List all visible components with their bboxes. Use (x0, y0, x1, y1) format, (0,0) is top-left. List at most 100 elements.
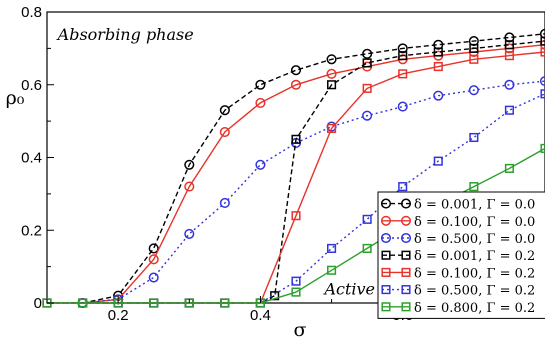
data-point (326, 54, 337, 65)
data-point (433, 47, 443, 57)
data-point (398, 182, 408, 192)
data-point (291, 211, 301, 221)
legend-label: δ = 0.500, Γ = 0.2 (414, 284, 535, 299)
data-point (398, 69, 408, 79)
legend-marker (401, 302, 411, 312)
legend-label: δ = 0.100, Γ = 0.0 (414, 215, 535, 230)
data-point (540, 47, 545, 57)
data-point (504, 51, 514, 61)
data-point (504, 40, 514, 50)
data-point (539, 76, 545, 87)
data-point (362, 214, 372, 224)
data-point (291, 276, 301, 286)
y-tick-label: 0.6 (21, 77, 42, 94)
legend-marker (400, 215, 412, 226)
y-axis-label: ρ₀ (6, 87, 25, 109)
data-point (255, 97, 266, 108)
data-point (291, 134, 301, 144)
legend-marker (380, 198, 392, 209)
data-point (326, 68, 337, 79)
x-tick-label: 0.4 (250, 307, 271, 324)
legend-marker (381, 302, 391, 312)
data-point (397, 101, 408, 112)
data-point (433, 90, 444, 101)
legend-marker (380, 232, 392, 244)
data-point (469, 43, 479, 53)
x-tick-label: 0.2 (108, 307, 129, 324)
data-point (148, 243, 159, 254)
series-line (47, 93, 545, 304)
series-line (82, 33, 545, 304)
data-point (433, 62, 443, 72)
data-point (291, 287, 301, 297)
data-point (362, 110, 373, 121)
data-point (539, 28, 545, 39)
data-point (327, 243, 337, 253)
series-layer (42, 28, 545, 309)
series-line (82, 80, 545, 304)
data-point (398, 51, 408, 61)
data-point (540, 36, 545, 46)
data-point (220, 298, 230, 308)
annotation-absorbing-phase: Absorbing phase (56, 25, 194, 44)
legend-label: δ = 0.800, Γ = 0.2 (414, 301, 535, 316)
data-point (469, 54, 479, 64)
data-point (327, 123, 337, 133)
data-point (504, 32, 515, 43)
data-point (504, 163, 514, 173)
data-point (504, 105, 514, 115)
data-point (219, 197, 230, 209)
data-point (469, 132, 479, 143)
x-axis-label: σ (294, 319, 307, 341)
data-point (78, 298, 88, 308)
y-tick-label: 0.8 (21, 4, 42, 21)
data-point (469, 182, 479, 192)
data-point (148, 254, 159, 265)
data-point (362, 58, 372, 68)
legend-label: δ = 0.100, Γ = 0.2 (414, 266, 535, 281)
data-point (504, 79, 515, 90)
legend-marker (380, 215, 392, 226)
data-point (290, 79, 302, 90)
data-point (433, 39, 444, 50)
legend-label: δ = 0.001, Γ = 0.2 (414, 249, 535, 264)
data-point (184, 228, 195, 239)
y-tick-label: 0 (34, 295, 42, 312)
legend-marker (401, 285, 411, 295)
data-point (327, 80, 337, 90)
legend-marker (381, 285, 391, 295)
data-point (255, 79, 266, 90)
y-tick-label: 0.2 (21, 222, 42, 239)
legend-marker (401, 250, 411, 260)
data-point (540, 143, 545, 153)
data-point (468, 85, 479, 96)
data-point (148, 272, 159, 283)
data-point (362, 83, 372, 93)
data-point (184, 181, 195, 192)
legend-box (377, 191, 545, 319)
data-point (362, 243, 372, 253)
data-point (468, 36, 479, 47)
data-point (362, 48, 373, 59)
legend-marker (400, 198, 412, 209)
legend: δ = 0.001, Γ = 0.0 δ = 0.100, Γ = 0.0 δ = … (377, 191, 545, 319)
legend-marker (381, 250, 391, 260)
data-point (397, 43, 408, 54)
legend-label: δ = 0.500, Γ = 0.0 (414, 232, 535, 247)
legend-marker (401, 267, 411, 277)
data-point (270, 291, 280, 301)
legend-marker (400, 232, 412, 244)
data-point (433, 156, 443, 166)
legend-label: δ = 0.001, Γ = 0.0 (414, 198, 535, 213)
series-line (82, 44, 545, 304)
data-point (184, 159, 195, 170)
legend-marker (381, 267, 391, 277)
data-point (290, 65, 302, 76)
data-point (149, 298, 159, 308)
data-point (219, 105, 230, 116)
y-tick-label: 0.4 (21, 150, 42, 167)
data-point (540, 89, 545, 99)
data-point (255, 159, 266, 170)
data-point (327, 265, 337, 275)
